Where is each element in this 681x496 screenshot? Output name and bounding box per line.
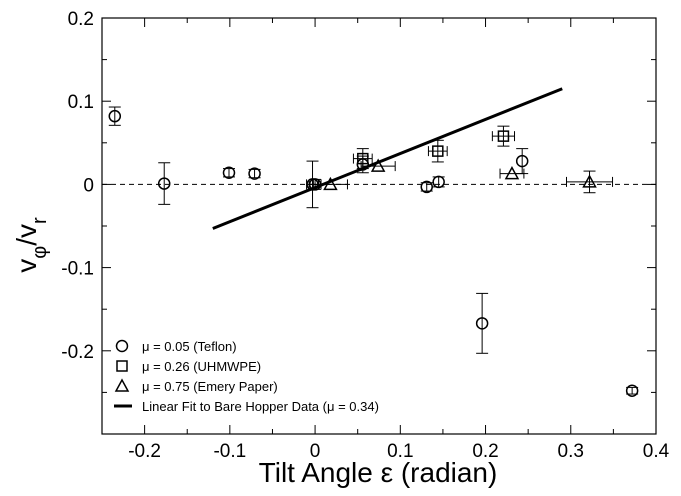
linear-fit-line — [212, 87, 563, 230]
y-label-main: v — [11, 259, 42, 273]
y-label-sub-phi: φ — [29, 246, 51, 259]
x-tick-label: -0.1 — [213, 441, 246, 462]
data-point-circle — [108, 109, 122, 123]
data-point-circle — [625, 384, 639, 397]
data-marks — [108, 87, 639, 397]
data-point-circle — [420, 180, 433, 194]
x-tick-label: 0.2 — [472, 441, 498, 462]
legend-swatch-circle — [115, 339, 129, 353]
data-point-circle — [222, 166, 236, 180]
y-tick-label: -0.2 — [61, 342, 94, 363]
series-square — [352, 125, 516, 170]
y-axis-label: vφ/vr — [11, 217, 51, 273]
legend-label: Linear Fit to Bare Hopper Data (μ = 0.34… — [142, 399, 379, 414]
data-point-triangle — [504, 166, 520, 180]
data-point-triangle — [582, 174, 597, 188]
y-label-slash: /v — [11, 224, 42, 246]
data-point-triangle — [370, 158, 386, 172]
data-point-circle — [475, 317, 489, 330]
data-point-square — [497, 130, 510, 142]
series-triangle — [312, 158, 614, 194]
y-label-sub-r: r — [29, 217, 51, 224]
legend-swatch-square — [116, 360, 128, 372]
x-tick-label: 0 — [310, 441, 321, 462]
x-tick-label: 0.3 — [558, 441, 584, 462]
legend-swatch-triangle — [114, 378, 130, 392]
y-tick-label: 0.2 — [68, 9, 94, 30]
legend-label: μ = 0.26 (UHMWPE) — [142, 359, 261, 374]
x-tick-label: -0.2 — [128, 441, 161, 462]
axis-ticks: -0.2 -0.1 0 0.1 0.2 0.3 0.4 -0.2 -0.1 0 0.1 0.2 — [61, 9, 669, 462]
series-line — [212, 87, 563, 230]
data-point-square — [357, 152, 369, 165]
x-tick-label: 0.4 — [643, 441, 670, 462]
data-point-circle — [515, 154, 529, 168]
legend: μ = 0.05 (Teflon) μ = 0.26 (UHMWPE) μ = 0.… — [114, 339, 379, 414]
svg-text:vφ/vr: vφ/vr — [11, 217, 51, 273]
data-point-square — [432, 145, 444, 157]
legend-label: μ = 0.05 (Teflon) — [142, 339, 237, 354]
x-axis-label: Tilt Angle ε (radian) — [259, 457, 498, 488]
data-point-circle — [248, 167, 261, 180]
x-tick-label: 0.1 — [387, 441, 413, 462]
legend-label: μ = 0.75 (Emery Paper) — [142, 379, 278, 394]
y-tick-label: -0.1 — [61, 259, 94, 280]
data-point-circle — [157, 177, 171, 190]
data-point-circle — [432, 175, 445, 189]
y-tick-label: 0 — [83, 175, 94, 196]
y-tick-label: 0.1 — [68, 92, 94, 113]
